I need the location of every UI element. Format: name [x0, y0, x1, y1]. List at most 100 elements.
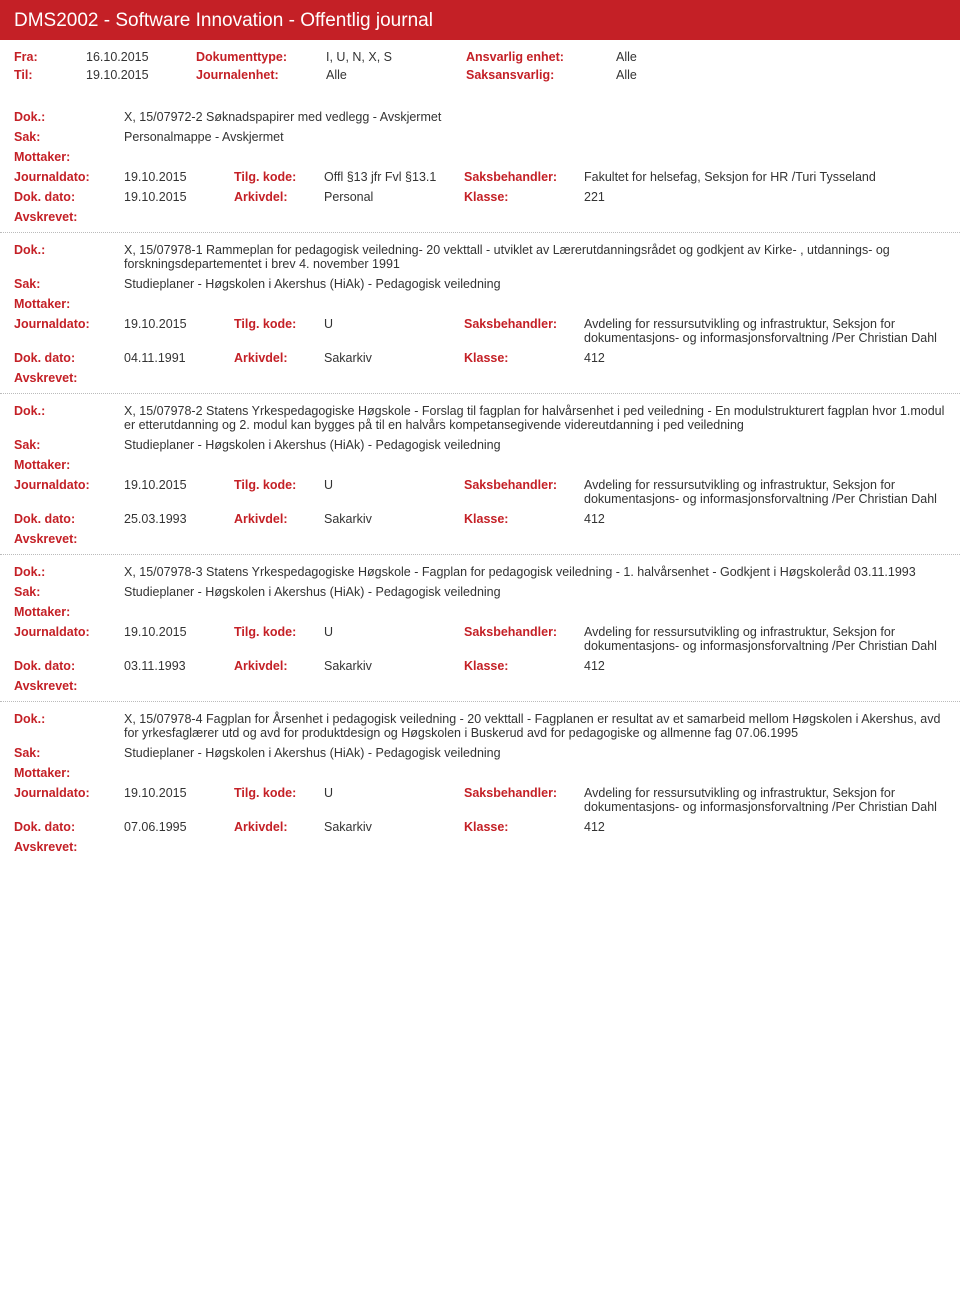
page-title: DMS2002 - Software Innovation - Offentli…: [14, 10, 433, 31]
dokdato-value: 19.10.2015: [124, 190, 234, 204]
avskrevet-label: Avskrevet:: [14, 532, 124, 546]
dok-value: X, 15/07978-2 Statens Yrkespedagogiske H…: [124, 404, 946, 432]
fra-value: 16.10.2015: [86, 50, 196, 64]
mottaker-label: Mottaker:: [14, 297, 124, 311]
saksbehandler-value: Avdeling for ressursutvikling og infrast…: [584, 625, 946, 653]
mottaker-label: Mottaker:: [14, 605, 124, 619]
tilg-label: Tilg. kode:: [234, 786, 324, 814]
dokdato-value: 07.06.1995: [124, 820, 234, 834]
klasse-value: 412: [584, 512, 946, 526]
journal-entry: Dok.: X, 15/07978-1 Rammeplan for pedago…: [0, 232, 960, 393]
sak-value: Studieplaner - Høgskolen i Akershus (HiA…: [124, 438, 946, 452]
saksbehandler-value: Avdeling for ressursutvikling og infrast…: [584, 786, 946, 814]
journalenhet-label: Journalenhet:: [196, 68, 326, 82]
avskrevet-label: Avskrevet:: [14, 210, 124, 224]
journal-entry: Dok.: X, 15/07978-2 Statens Yrkespedagog…: [0, 393, 960, 554]
dokdato-label: Dok. dato:: [14, 820, 124, 834]
sak-value: Studieplaner - Høgskolen i Akershus (HiA…: [124, 585, 946, 599]
arkivdel-value: Sakarkiv: [324, 820, 464, 834]
saksbehandler-label: Saksbehandler:: [464, 170, 584, 184]
arkivdel-label: Arkivdel:: [234, 659, 324, 673]
ansvarlig-value: Alle: [616, 50, 637, 64]
arkivdel-label: Arkivdel:: [234, 512, 324, 526]
til-value: 19.10.2015: [86, 68, 196, 82]
arkivdel-value: Personal: [324, 190, 464, 204]
saksbehandler-value: Fakultet for helsefag, Seksjon for HR /T…: [584, 170, 946, 184]
arkivdel-value: Sakarkiv: [324, 659, 464, 673]
dok-value: X, 15/07978-4 Fagplan for Årsenhet i ped…: [124, 712, 946, 740]
avskrevet-label: Avskrevet:: [14, 679, 124, 693]
journaldato-label: Journaldato:: [14, 786, 124, 814]
arkivdel-label: Arkivdel:: [234, 190, 324, 204]
saksbehandler-value: Avdeling for ressursutvikling og infrast…: [584, 317, 946, 345]
sak-value: Personalmappe - Avskjermet: [124, 130, 946, 144]
dokdato-label: Dok. dato:: [14, 659, 124, 673]
entries-list: Dok.: X, 15/07972-2 Søknadspapirer med v…: [0, 100, 960, 862]
avskrevet-label: Avskrevet:: [14, 371, 124, 385]
tilg-value: U: [324, 317, 464, 345]
ansvarlig-label: Ansvarlig enhet:: [466, 50, 616, 64]
dok-value: X, 15/07972-2 Søknadspapirer med vedlegg…: [124, 110, 946, 124]
klasse-label: Klasse:: [464, 351, 584, 365]
journalenhet-value: Alle: [326, 68, 466, 82]
tilg-value: U: [324, 625, 464, 653]
klasse-label: Klasse:: [464, 820, 584, 834]
klasse-label: Klasse:: [464, 190, 584, 204]
sak-value: Studieplaner - Høgskolen i Akershus (HiA…: [124, 746, 946, 760]
tilg-label: Tilg. kode:: [234, 625, 324, 653]
dokdato-label: Dok. dato:: [14, 512, 124, 526]
mottaker-label: Mottaker:: [14, 150, 124, 164]
tilg-label: Tilg. kode:: [234, 170, 324, 184]
tilg-value: U: [324, 478, 464, 506]
klasse-value: 412: [584, 659, 946, 673]
tilg-value: U: [324, 786, 464, 814]
klasse-value: 221: [584, 190, 946, 204]
journaldato-label: Journaldato:: [14, 478, 124, 506]
tilg-label: Tilg. kode:: [234, 478, 324, 506]
fra-label: Fra:: [14, 50, 86, 64]
arkivdel-value: Sakarkiv: [324, 512, 464, 526]
arkivdel-label: Arkivdel:: [234, 820, 324, 834]
saksansvarlig-value: Alle: [616, 68, 637, 82]
klasse-label: Klasse:: [464, 512, 584, 526]
dok-label: Dok.:: [14, 404, 124, 418]
journal-entry: Dok.: X, 15/07978-3 Statens Yrkespedagog…: [0, 554, 960, 701]
sak-value: Studieplaner - Høgskolen i Akershus (HiA…: [124, 277, 946, 291]
journaldato-label: Journaldato:: [14, 317, 124, 345]
til-label: Til:: [14, 68, 86, 82]
dokdato-label: Dok. dato:: [14, 190, 124, 204]
arkivdel-value: Sakarkiv: [324, 351, 464, 365]
dokumenttype-label: Dokumenttype:: [196, 50, 326, 64]
journal-entry: Dok.: X, 15/07978-4 Fagplan for Årsenhet…: [0, 701, 960, 862]
saksbehandler-label: Saksbehandler:: [464, 317, 584, 345]
dok-label: Dok.:: [14, 110, 124, 124]
arkivdel-label: Arkivdel:: [234, 351, 324, 365]
mottaker-label: Mottaker:: [14, 766, 124, 780]
saksbehandler-label: Saksbehandler:: [464, 478, 584, 506]
filter-bar: Fra: 16.10.2015 Dokumenttype: I, U, N, X…: [0, 40, 960, 100]
tilg-value: Offl §13 jfr Fvl §13.1: [324, 170, 464, 184]
dokdato-value: 25.03.1993: [124, 512, 234, 526]
mottaker-label: Mottaker:: [14, 458, 124, 472]
saksbehandler-label: Saksbehandler:: [464, 625, 584, 653]
dokdato-value: 04.11.1991: [124, 351, 234, 365]
dok-value: X, 15/07978-1 Rammeplan for pedagogisk v…: [124, 243, 946, 271]
dok-label: Dok.:: [14, 712, 124, 726]
journaldato-label: Journaldato:: [14, 170, 124, 184]
dokdato-value: 03.11.1993: [124, 659, 234, 673]
sak-label: Sak:: [14, 277, 124, 291]
dok-label: Dok.:: [14, 565, 124, 579]
sak-label: Sak:: [14, 746, 124, 760]
journaldato-value: 19.10.2015: [124, 625, 234, 653]
sak-label: Sak:: [14, 438, 124, 452]
journaldato-value: 19.10.2015: [124, 317, 234, 345]
dok-label: Dok.:: [14, 243, 124, 257]
journaldato-value: 19.10.2015: [124, 170, 234, 184]
dokumenttype-value: I, U, N, X, S: [326, 50, 466, 64]
journaldato-label: Journaldato:: [14, 625, 124, 653]
journal-entry: Dok.: X, 15/07972-2 Søknadspapirer med v…: [0, 100, 960, 232]
dok-value: X, 15/07978-3 Statens Yrkespedagogiske H…: [124, 565, 946, 579]
avskrevet-label: Avskrevet:: [14, 840, 124, 854]
journaldato-value: 19.10.2015: [124, 478, 234, 506]
saksansvarlig-label: Saksansvarlig:: [466, 68, 616, 82]
